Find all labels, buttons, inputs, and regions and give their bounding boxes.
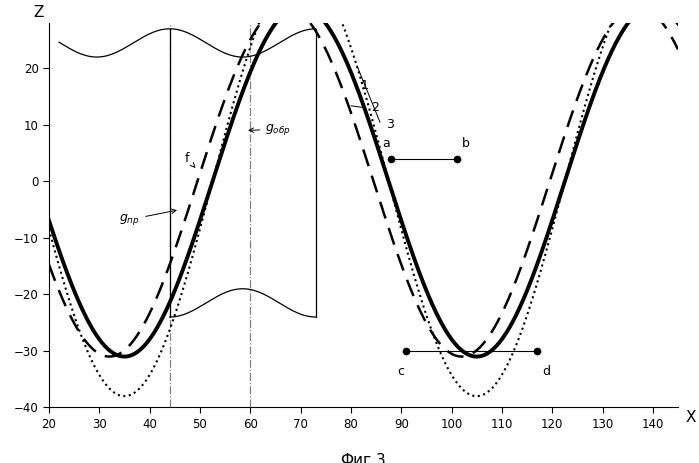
Text: 2: 2 bbox=[371, 101, 379, 114]
Text: c: c bbox=[398, 365, 405, 378]
Text: d: d bbox=[542, 365, 550, 378]
Text: 3: 3 bbox=[386, 119, 394, 131]
Text: b: b bbox=[461, 138, 470, 150]
Text: $g_{обр}$: $g_{обр}$ bbox=[249, 122, 291, 137]
Text: Фиг.3: Фиг.3 bbox=[340, 453, 387, 463]
Text: Z: Z bbox=[34, 5, 44, 20]
Text: a: a bbox=[382, 138, 390, 150]
Text: 1: 1 bbox=[361, 79, 369, 92]
Text: $g_{пр}$: $g_{пр}$ bbox=[120, 209, 176, 227]
Text: X: X bbox=[686, 410, 696, 425]
Text: f: f bbox=[185, 152, 195, 167]
